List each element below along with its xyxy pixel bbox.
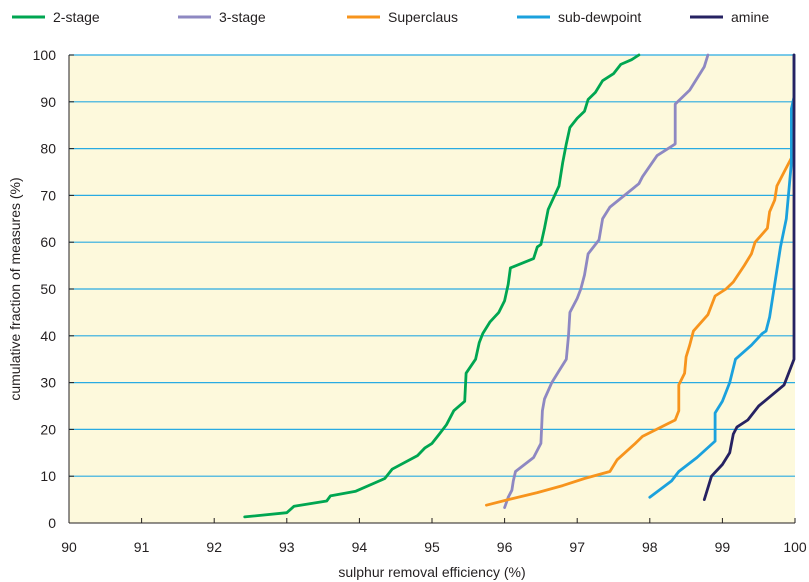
series-line-4 xyxy=(702,53,796,501)
x-tick-label-90: 90 xyxy=(61,539,77,555)
y-tick-label-0: 0 xyxy=(48,515,56,531)
series-layer xyxy=(243,53,796,519)
series-line-3 xyxy=(648,53,796,499)
x-tick-label-97: 97 xyxy=(569,539,585,555)
x-tick-label-91: 91 xyxy=(134,539,150,555)
x-tick-label-98: 98 xyxy=(642,539,658,555)
legend-label-1: 3-stage xyxy=(219,9,266,25)
y-tick-label-20: 20 xyxy=(40,421,56,437)
y-axis-title: cumulative fraction of measures (%) xyxy=(7,177,23,400)
y-tick-label-40: 40 xyxy=(40,328,56,344)
x-tick-label-95: 95 xyxy=(424,539,440,555)
legend-label-2: Superclaus xyxy=(388,9,458,25)
series-line-2 xyxy=(485,53,796,507)
series-line-1 xyxy=(503,53,710,509)
y-tick-label-50: 50 xyxy=(40,281,56,297)
y-tick-label-10: 10 xyxy=(40,468,56,484)
x-tick-label-92: 92 xyxy=(206,539,222,555)
x-tick-label-99: 99 xyxy=(715,539,731,555)
y-tick-label-30: 30 xyxy=(40,375,56,391)
series-line-0 xyxy=(243,53,641,519)
x-tick-label-96: 96 xyxy=(497,539,513,555)
legend-label-4: amine xyxy=(731,9,769,25)
x-tick-label-93: 93 xyxy=(279,539,295,555)
y-tick-label-60: 60 xyxy=(40,234,56,250)
y-tick-label-90: 90 xyxy=(40,94,56,110)
axes: 90 91 92 93 94 95 96 97 98 99 100 0 10 20 30 40 50 60 70 80… xyxy=(33,47,807,555)
legend-label-0: 2-stage xyxy=(53,9,100,25)
x-tick-label-94: 94 xyxy=(352,539,368,555)
y-tick-label-100: 100 xyxy=(33,47,57,63)
legend: 2-stage 3-stage Superclaus sub-dewpoint amin… xyxy=(12,9,769,25)
legend-label-3: sub-dewpoint xyxy=(558,9,641,25)
x-axis-title: sulphur removal efficiency (%) xyxy=(338,564,525,580)
y-tick-label-80: 80 xyxy=(40,141,56,157)
y-tick-label-70: 70 xyxy=(40,187,56,203)
x-tick-label-100: 100 xyxy=(783,539,807,555)
